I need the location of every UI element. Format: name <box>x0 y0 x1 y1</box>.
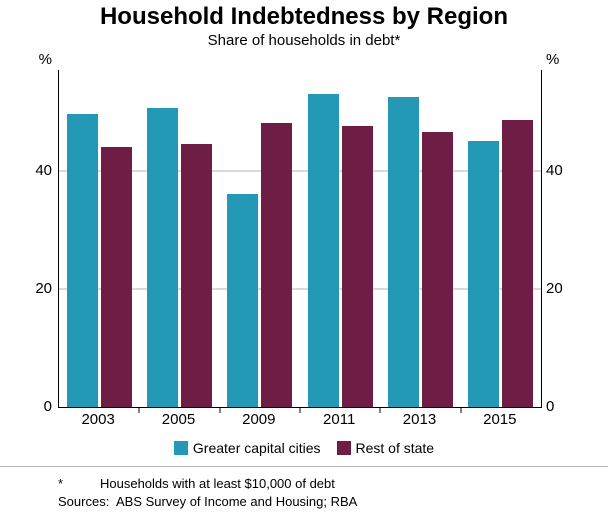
gridline-20 <box>59 288 541 290</box>
bar-greater-capital-cities-2009 <box>227 194 259 407</box>
y-axis-labels-left: 0 20 40 <box>16 70 52 415</box>
sources-row: Sources: ABS Survey of Income and Housing… <box>0 493 608 511</box>
chart-subtitle: Share of households in debt* <box>207 32 401 49</box>
footnote-row: * Households with at least $10,000 of deb… <box>0 475 608 493</box>
bar-group-2003 <box>59 70 139 407</box>
plot-area <box>58 70 542 413</box>
bar-rest-of-state-2013 <box>421 132 453 407</box>
legend-item-greater-capital-cities: Greater capital cities <box>173 440 321 456</box>
x-axis-label-2013: 2013 <box>402 411 437 428</box>
bar-rest-of-state-2009 <box>261 123 293 407</box>
bar-greater-capital-cities-2015 <box>468 140 500 407</box>
legend-label-rest-of-state: Rest of state <box>355 440 435 456</box>
x-axis-label-2015: 2015 <box>483 411 517 428</box>
sources-label: Sources: <box>58 494 110 509</box>
legend-swatch-greater-capital-cities <box>173 441 188 455</box>
x-axis-tick <box>460 407 462 413</box>
bar-rest-of-state-2003 <box>100 146 132 407</box>
chart-title: Household Indebtedness by Region <box>99 3 509 30</box>
x-axis-tick <box>138 407 140 413</box>
gridline-40 <box>59 170 541 172</box>
bar-group-2011 <box>300 70 380 407</box>
y-axis-label-left-40: 40 <box>35 161 52 179</box>
x-axis-label-2011: 2011 <box>323 411 356 428</box>
y-axis-label-right-40: 40 <box>546 161 563 179</box>
y-axis-label-right-20: 20 <box>546 279 563 297</box>
bar-rest-of-state-2011 <box>341 126 373 407</box>
x-axis-tick <box>299 407 301 413</box>
bar-rest-of-state-2015 <box>502 120 534 407</box>
y-axis-unit-left: % <box>38 51 52 68</box>
x-axis-tick <box>219 407 221 413</box>
x-axis-tick <box>379 407 381 413</box>
bar-greater-capital-cities-2011 <box>307 93 339 407</box>
y-axis-unit-right: % <box>546 51 560 68</box>
legend-swatch-rest-of-state <box>336 441 351 455</box>
footnote-marker: * <box>58 476 64 491</box>
sources-text: ABS Survey of Income and Housing; RBA <box>116 494 358 509</box>
x-axis-labels: 2003 2005 2009 2011 2013 2015 <box>58 411 540 431</box>
y-axis-label-left-0: 0 <box>43 398 52 415</box>
legend-label-greater-capital-cities: Greater capital cities <box>192 440 321 456</box>
legend: Greater capital cities Rest of state <box>0 438 608 458</box>
bar-greater-capital-cities-2003 <box>66 114 98 407</box>
bar-greater-capital-cities-2005 <box>146 108 178 407</box>
footnote-text: Households with at least $10,000 of debt <box>100 476 335 491</box>
x-axis-label-2003: 2003 <box>81 411 115 428</box>
y-axis-labels-right: 0 20 40 <box>546 70 586 415</box>
bar-group-2005 <box>139 70 219 407</box>
bar-group-2013 <box>380 70 460 407</box>
bar-group-2015 <box>461 70 541 407</box>
footnotes: * Households with at least $10,000 of deb… <box>0 466 608 511</box>
legend-item-rest-of-state: Rest of state <box>336 440 435 456</box>
bar-greater-capital-cities-2013 <box>387 96 419 407</box>
x-axis-label-2005: 2005 <box>161 411 196 428</box>
y-axis-label-left-20: 20 <box>35 279 52 297</box>
y-axis-label-right-0: 0 <box>546 398 555 415</box>
bar-group-2009 <box>220 70 300 407</box>
bar-rest-of-state-2005 <box>180 143 212 407</box>
x-axis-label-2009: 2009 <box>242 411 276 428</box>
